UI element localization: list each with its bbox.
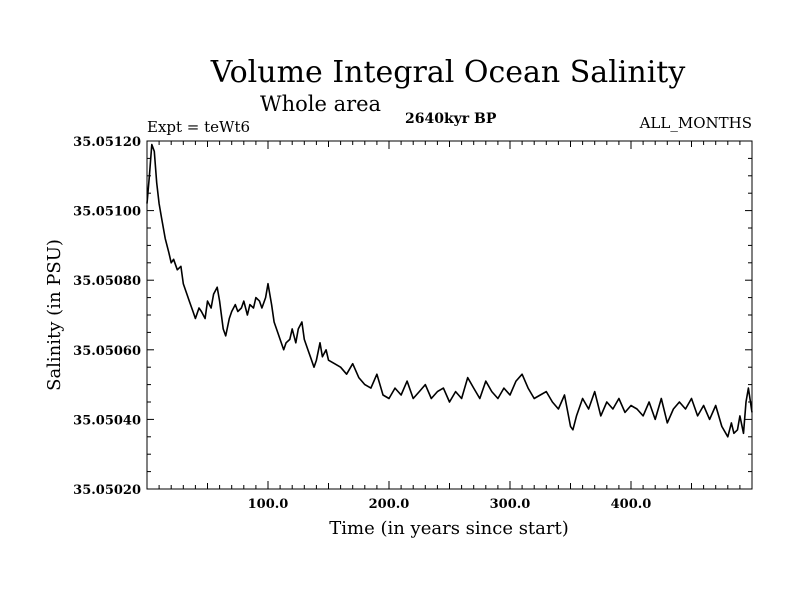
y-tick-label: 35.05100 <box>73 205 141 220</box>
x-tick-label: 100.0 <box>248 497 289 512</box>
months-label: ALL_MONTHS <box>639 114 752 132</box>
x-axis-ticks <box>158 141 741 489</box>
x-tick-label: 400.0 <box>611 497 652 512</box>
period-label: 2640kyr BP <box>405 111 497 127</box>
y-axis-label: Salinity (in PSU) <box>44 239 65 391</box>
x-tick-label: 300.0 <box>490 497 531 512</box>
y-tick-label: 35.05120 <box>73 135 141 150</box>
experiment-label: Expt = teWt6 <box>147 118 250 136</box>
x-axis-label: Time (in years since start) <box>329 518 569 539</box>
y-axis-tick-labels: 35.05020 35.05040 35.05060 35.05080 35.05100… <box>73 135 141 498</box>
y-tick-label: 35.05020 <box>73 483 141 498</box>
chart-title: Volume Integral Ocean Salinity <box>210 55 686 90</box>
x-tick-label: 200.0 <box>369 497 410 512</box>
chart-subtitle: Whole area <box>260 92 381 116</box>
salinity-series-line <box>146 143 753 438</box>
y-tick-label: 35.05060 <box>73 344 141 359</box>
plot-frame <box>146 140 753 490</box>
y-tick-label: 35.05040 <box>73 413 141 428</box>
y-tick-label: 35.05080 <box>73 274 141 289</box>
x-axis-tick-labels: 100.0 200.0 300.0 400.0 <box>248 497 652 512</box>
